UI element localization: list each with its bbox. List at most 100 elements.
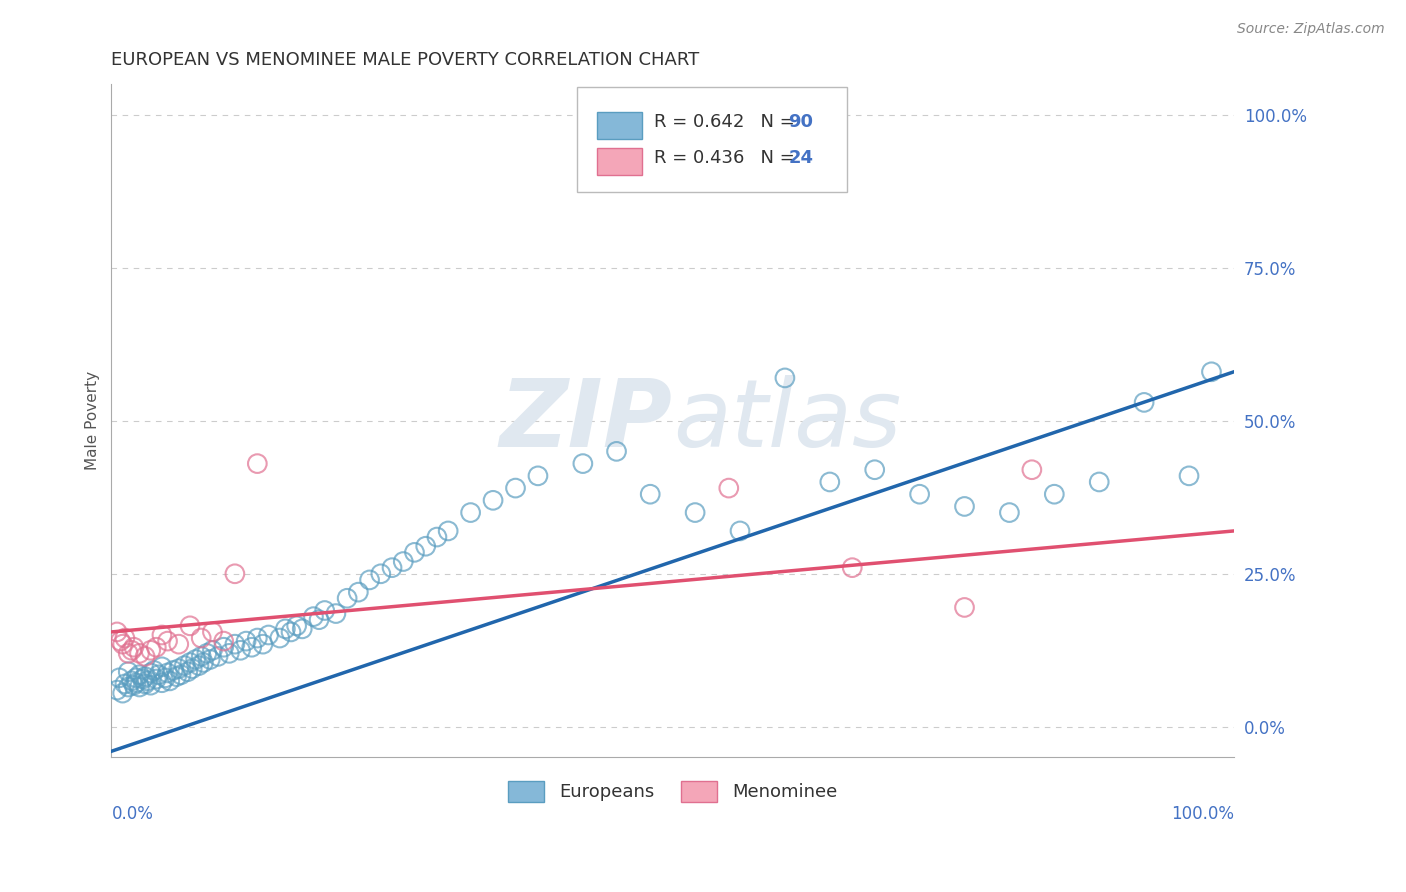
Point (1043, 487, 1066, 501)
Point (122, 678, 145, 692)
Point (347, 585, 370, 599)
Point (224, 566, 246, 581)
Point (155, 671, 177, 685)
Point (818, 475, 841, 489)
Point (437, 524, 460, 538)
Point (257, 628, 280, 642)
Point (527, 468, 550, 483)
Point (212, 634, 235, 648)
Point (121, 643, 143, 657)
Point (132, 672, 155, 686)
Point (179, 656, 201, 670)
Point (128, 667, 150, 681)
Point (280, 624, 302, 639)
Point (359, 573, 381, 587)
Point (125, 671, 148, 685)
Point (108, 671, 131, 685)
Point (606, 444, 628, 458)
Text: 100.0%: 100.0% (1171, 805, 1234, 822)
Point (181, 662, 204, 676)
Point (111, 686, 134, 700)
Point (105, 624, 128, 639)
Point (128, 680, 150, 694)
Point (404, 545, 426, 559)
Point (150, 675, 173, 690)
Point (207, 649, 229, 664)
Point (134, 649, 156, 664)
Point (139, 643, 162, 657)
Text: 90: 90 (789, 112, 813, 131)
Point (953, 500, 976, 514)
Point (166, 670, 188, 684)
Point (415, 539, 437, 553)
Point (150, 660, 173, 674)
Point (638, 487, 661, 501)
Point (269, 631, 291, 645)
Point (190, 631, 212, 645)
Text: R = 0.642: R = 0.642 (654, 112, 744, 131)
Point (381, 560, 404, 574)
Point (308, 613, 330, 627)
Point (863, 463, 886, 477)
Point (156, 665, 179, 680)
Point (188, 658, 211, 673)
Point (572, 457, 595, 471)
Point (136, 673, 159, 688)
Point (285, 619, 308, 633)
Point (201, 624, 224, 639)
Point (302, 609, 325, 624)
Point (998, 506, 1021, 520)
Point (460, 506, 482, 520)
Point (392, 555, 415, 569)
Point (121, 673, 143, 688)
Point (177, 665, 200, 679)
Text: 0.0%: 0.0% (111, 805, 153, 822)
Point (482, 493, 505, 508)
Point (212, 640, 235, 655)
Point (314, 603, 336, 617)
Point (150, 628, 173, 642)
Text: 24: 24 (789, 149, 813, 167)
Point (274, 622, 297, 636)
Point (1178, 468, 1201, 483)
Point (117, 646, 139, 660)
Point (1021, 463, 1043, 477)
Text: N =: N = (749, 112, 800, 131)
Point (110, 634, 132, 648)
Point (1133, 395, 1156, 409)
Text: ZIP: ZIP (499, 375, 672, 467)
Point (252, 637, 274, 651)
Point (114, 631, 136, 645)
Point (170, 667, 193, 681)
Bar (598, 112, 643, 138)
Point (201, 643, 224, 657)
Point (195, 646, 218, 660)
Point (162, 664, 184, 678)
Point (325, 607, 347, 621)
Point (122, 640, 145, 655)
Point (291, 622, 314, 636)
Point (145, 672, 167, 686)
Point (128, 646, 150, 660)
Point (105, 683, 128, 698)
Point (167, 637, 190, 651)
Point (134, 677, 156, 691)
Point (190, 649, 212, 664)
Text: R = 0.436: R = 0.436 (654, 149, 744, 167)
Text: EUROPEAN VS MENOMINEE MALE POVERTY CORRELATION CHART: EUROPEAN VS MENOMINEE MALE POVERTY CORRE… (111, 51, 700, 69)
Text: N =: N = (749, 149, 800, 167)
Point (139, 678, 162, 692)
Point (148, 667, 170, 681)
Y-axis label: Male Poverty: Male Poverty (86, 371, 100, 470)
Point (224, 637, 246, 651)
Point (173, 658, 195, 673)
Bar (598, 148, 643, 175)
Point (728, 524, 751, 538)
Point (683, 506, 706, 520)
Point (111, 637, 134, 651)
Point (145, 640, 167, 655)
Point (246, 457, 269, 471)
Point (246, 631, 269, 645)
Point (184, 652, 207, 666)
Point (235, 634, 257, 648)
